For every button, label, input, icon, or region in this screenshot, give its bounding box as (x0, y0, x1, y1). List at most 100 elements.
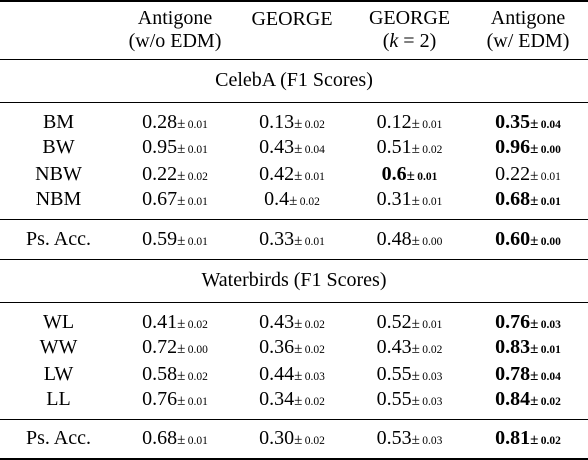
cell-value: 0.72 (142, 335, 178, 358)
value-cell: 0.78± 0.04 (468, 361, 588, 388)
cell-std: ± 0.01 (177, 141, 208, 157)
table-row: NBM 0.67± 0.01 0.4± 0.02 0.31± 0.01 0.68± 0.… (0, 188, 588, 220)
cell-value: 0.30 (259, 427, 295, 450)
table-body: CelebA (F1 Scores) BM 0.28± 0.01 0.13± 0.02… (0, 59, 588, 459)
value-cell: 0.68± 0.01 (468, 188, 588, 220)
cell-std: ± 0.02 (294, 341, 325, 357)
std-value: 0.04 (538, 118, 561, 131)
cell-value: 0.59 (142, 227, 178, 250)
cell-value: 0.6 (381, 162, 407, 185)
row-label: LL (46, 387, 71, 410)
std-value: 0.02 (302, 343, 325, 356)
value-cell: 0.55± 0.03 (351, 388, 468, 420)
cell-value: 0.78 (495, 362, 531, 385)
value-cell: 0.48± 0.00 (351, 219, 468, 259)
cell-std: ± 0.04 (530, 116, 561, 132)
header-george: GEORGE (233, 1, 351, 59)
plus-minus-symbol: ± (177, 115, 186, 132)
cell-value: 0.68 (495, 187, 531, 210)
std-value: 0.01 (302, 170, 325, 183)
cell-std: ± 0.01 (294, 233, 325, 249)
cell-value: 0.53 (376, 427, 412, 450)
value-cell: 0.36± 0.02 (233, 334, 351, 361)
cell-value: 0.22 (495, 162, 531, 185)
std-value: 0.02 (419, 343, 443, 356)
plus-minus-symbol: ± (530, 392, 539, 409)
cell-std: ± 0.01 (412, 316, 443, 332)
cell-std: ± 0.03 (411, 367, 443, 384)
cell-std: ± 0.01 (411, 115, 443, 132)
std-value: 0.01 (414, 170, 438, 183)
cell-value: 0.43 (376, 335, 412, 358)
value-cell: 0.44± 0.03 (233, 361, 351, 388)
value-cell: 0.35± 0.04 (468, 102, 588, 134)
value-cell: 0.22± 0.01 (468, 161, 588, 188)
value-cell: 0.43± 0.02 (233, 302, 351, 334)
cell-std: ± 0.02 (412, 341, 443, 357)
value-cell: 0.41± 0.02 (117, 302, 233, 334)
std-value: 0.02 (185, 370, 208, 383)
section-title: Waterbirds (F1 Scores) (0, 259, 588, 303)
plus-minus-symbol: ± (411, 115, 420, 132)
cell-value: 0.76 (495, 310, 531, 333)
cell-std: ± 0.01 (530, 340, 561, 357)
cell-std: ± 0.02 (294, 393, 325, 409)
cell-value: 0.52 (376, 310, 412, 333)
plus-minus-symbol: ± (530, 432, 539, 449)
value-cell: 0.42± 0.01 (233, 161, 351, 188)
std-value: 0.02 (302, 395, 325, 408)
cell-value: 0.31 (376, 187, 412, 210)
cell-value: 0.55 (376, 387, 412, 410)
header-line: Antigone (490, 7, 566, 30)
value-cell: 0.76± 0.01 (117, 388, 233, 420)
value-cell: 0.33± 0.01 (233, 219, 351, 259)
cell-value: 0.43 (259, 310, 295, 333)
plus-minus-symbol: ± (530, 192, 539, 209)
cell-std: ± 0.03 (294, 368, 325, 384)
std-value: 0.01 (302, 235, 325, 248)
std-value: 0.02 (302, 118, 325, 131)
value-cell: 0.55± 0.03 (351, 361, 468, 388)
cell-value: 0.76 (142, 387, 178, 410)
cell-value: 0.68 (142, 427, 178, 450)
std-value: 0.01 (185, 195, 208, 208)
value-cell: 0.81± 0.02 (468, 419, 588, 459)
plus-minus-symbol: ± (411, 392, 420, 409)
cell-value: 0.12 (376, 110, 412, 133)
plus-minus-symbol: ± (530, 340, 539, 357)
std-value: 0.02 (538, 395, 561, 408)
row-label: WL (42, 310, 75, 333)
header-corner (0, 1, 117, 59)
value-cell: 0.52± 0.01 (351, 302, 468, 334)
std-value: 0.01 (538, 170, 561, 183)
value-cell: 0.60± 0.00 (468, 219, 588, 259)
std-value: 0.01 (185, 395, 208, 408)
row-label: Ps. Acc. (26, 427, 91, 450)
std-value: 0.00 (538, 143, 561, 156)
cell-value: 0.96 (495, 135, 531, 158)
section-title: CelebA (F1 Scores) (0, 59, 588, 103)
cell-std: ± 0.01 (177, 432, 208, 448)
value-cell: 0.84± 0.02 (468, 388, 588, 420)
cell-value: 0.48 (376, 227, 412, 250)
plus-minus-symbol: ± (411, 232, 420, 249)
plus-minus-symbol: ± (177, 340, 186, 357)
accuracy-row: Ps. Acc. 0.59± 0.01 0.33± 0.01 0.48± 0.00 0.… (0, 219, 588, 259)
value-cell: 0.12± 0.01 (351, 102, 468, 134)
value-cell: 0.95± 0.01 (117, 134, 233, 161)
plus-minus-symbol: ± (177, 167, 186, 184)
cell-std: ± 0.04 (530, 368, 561, 384)
cell-value: 0.44 (259, 362, 295, 385)
cell-std: ± 0.00 (411, 232, 443, 249)
plus-minus-symbol: ± (411, 367, 420, 384)
header-antigone-w-edm: Antigone (w/ EDM) (468, 1, 588, 59)
table-row: LW 0.58± 0.02 0.44± 0.03 0.55± 0.03 0.78± 0.… (0, 361, 588, 388)
table-row: BM 0.28± 0.01 0.13± 0.02 0.12± 0.01 0.35± 0.… (0, 102, 588, 134)
cell-std: ± 0.01 (177, 115, 208, 132)
cell-value: 0.33 (259, 227, 295, 250)
cell-value: 0.84 (495, 387, 531, 410)
value-cell: 0.68± 0.01 (117, 419, 233, 459)
value-cell: 0.4± 0.02 (233, 188, 351, 220)
row-label: NBW (35, 162, 82, 185)
std-value: 0.00 (185, 343, 208, 356)
